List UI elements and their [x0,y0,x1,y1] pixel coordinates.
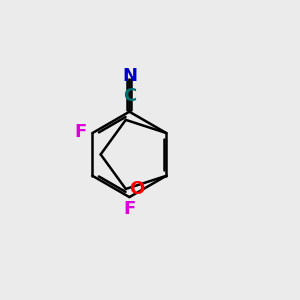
Text: F: F [74,123,86,141]
Text: C: C [123,87,136,105]
Text: N: N [122,67,137,85]
Text: O: O [129,180,145,198]
Text: F: F [123,200,136,218]
